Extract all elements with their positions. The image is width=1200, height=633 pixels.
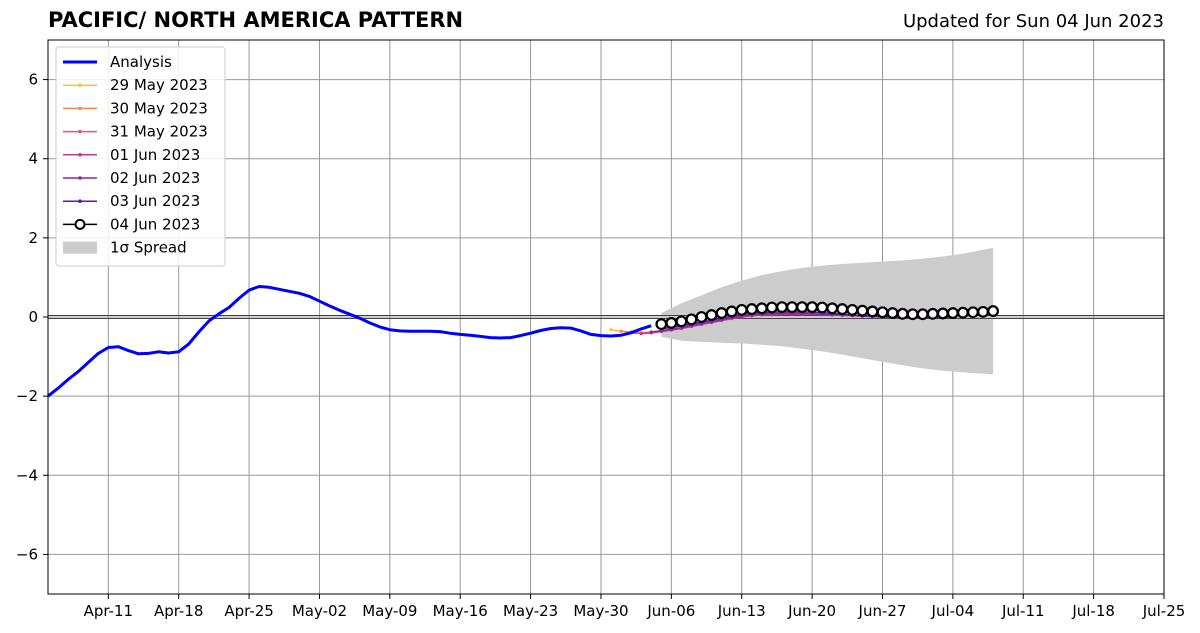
series-04-jun-2023-point xyxy=(796,301,808,314)
legend-29-may-2023-label: 29 May 2023 xyxy=(110,76,208,94)
chart-title: PACIFIC/ NORTH AMERICA PATTERN xyxy=(48,8,464,32)
x-tick-label: May-09 xyxy=(362,602,417,620)
x-tick-label: Apr-25 xyxy=(224,602,274,620)
series-04-jun-2023-point xyxy=(936,307,949,320)
legend-04-jun-2023-marker xyxy=(74,218,86,230)
series-04-jun-2023-point xyxy=(896,307,909,320)
series-04-jun-2023-point xyxy=(906,308,919,321)
chart-subtitle: Updated for Sun 04 Jun 2023 xyxy=(902,11,1164,32)
series-04-jun-2023-point xyxy=(755,302,768,315)
x-tick-label: May-30 xyxy=(573,602,628,620)
x-tick-label: May-16 xyxy=(433,602,488,620)
series-04-jun-2023-point xyxy=(685,313,698,326)
series-04-jun-2023-point xyxy=(866,305,879,318)
y-tick-label: 4 xyxy=(28,150,38,168)
series-04-jun-2023-point xyxy=(705,309,718,321)
x-tick-label: Apr-18 xyxy=(154,602,204,620)
x-tick-label: Jul-04 xyxy=(931,602,975,620)
series-29-may-2023-point xyxy=(609,328,613,332)
series-04-jun-2023-point xyxy=(946,307,959,319)
series-04-jun-2023-point xyxy=(826,302,839,315)
y-tick-label: −6 xyxy=(16,545,38,563)
series-04-jun-2023-point xyxy=(926,307,939,320)
series-04-jun-2023-point xyxy=(786,301,798,314)
legend-02-jun-2023-marker xyxy=(78,176,82,180)
tick-labels: Apr-11 Apr-18 Apr-25 May-02 May-09 May-16 May-… xyxy=(16,71,1185,620)
series-04-jun-2023-point xyxy=(987,305,999,317)
x-tick-label: Jul-11 xyxy=(1001,602,1045,620)
legend-02-jun-2023-label: 02 Jun 2023 xyxy=(110,169,200,187)
series-04-jun-2023-point xyxy=(765,301,778,314)
series-04-jun-2023-point xyxy=(977,305,989,318)
legend-1-spread-label: 1σ Spread xyxy=(110,239,187,257)
series-04-jun-2023-point xyxy=(967,306,979,319)
legend-03-jun-2023-label: 03 Jun 2023 xyxy=(110,192,200,210)
x-tick-label: Jun-13 xyxy=(717,602,766,620)
series-04-jun-2023-point xyxy=(957,306,969,319)
x-tick-label: Apr-11 xyxy=(84,602,134,620)
series-04-jun-2023-point xyxy=(836,303,849,315)
legend-03-jun-2023-marker xyxy=(78,199,82,203)
series-04-jun-2023-point xyxy=(806,301,819,314)
y-tick-label: −4 xyxy=(16,466,38,484)
y-tick-label: 0 xyxy=(28,308,38,326)
legend-01-jun-2023-marker xyxy=(78,153,82,157)
x-tick-label: Jun-06 xyxy=(646,602,695,620)
series-04-jun-2023-point xyxy=(816,301,829,314)
legend-04-jun-2023-label: 04 Jun 2023 xyxy=(110,215,200,233)
series-01-jun-2023-point xyxy=(639,332,643,336)
series-04-jun-2023-point xyxy=(675,315,688,328)
x-tick-label: Jul-25 xyxy=(1142,602,1186,620)
x-tick-label: Jun-27 xyxy=(858,602,907,620)
x-tick-label: Jun-20 xyxy=(787,602,836,620)
y-tick-label: 2 xyxy=(28,229,38,247)
legend-box xyxy=(55,46,226,267)
series-04-jun-2023-point xyxy=(776,301,788,314)
series-04-jun-2023-point xyxy=(916,308,929,321)
legend: Analysis 29 May 2023 30 May 2023 31 May 202… xyxy=(55,46,226,267)
y-tick-label: 6 xyxy=(28,71,38,89)
zero-line-layer xyxy=(48,315,1164,319)
legend-01-jun-2023-label: 01 Jun 2023 xyxy=(110,146,200,164)
legend-30-may-2023-label: 30 May 2023 xyxy=(110,99,208,117)
legend-29-may-2023-marker xyxy=(78,83,82,87)
series-02-jun-2023-point xyxy=(649,330,653,334)
series-04-jun-2023-point xyxy=(735,303,748,316)
series-04-jun-2023-point xyxy=(856,304,869,317)
series-04-jun-2023-point xyxy=(886,307,899,319)
series-04-jun-2023-point xyxy=(695,311,708,323)
legend-31-may-2023-label: 31 May 2023 xyxy=(110,123,208,141)
series-04-jun-2023-point xyxy=(655,318,668,331)
y-tick-label: −2 xyxy=(16,387,38,405)
series-04-jun-2023-point xyxy=(846,303,859,316)
legend-31-may-2023-marker xyxy=(78,129,82,134)
series-layer xyxy=(47,285,999,398)
x-tick-label: May-23 xyxy=(503,602,558,620)
series-04-jun-2023-point xyxy=(715,307,728,319)
series-30-may-2023-point xyxy=(619,329,623,333)
series-04-jun-2023-point xyxy=(665,317,678,329)
legend-1-spread-swatch xyxy=(63,241,97,254)
legend-analysis-label: Analysis xyxy=(110,53,172,71)
series-analysis-line xyxy=(47,285,652,398)
x-tick-label: Jul-18 xyxy=(1071,602,1115,620)
series-04-jun-2023-point xyxy=(745,303,758,315)
legend-30-may-2023-marker xyxy=(78,106,82,111)
series-04-jun-2023-point xyxy=(876,306,889,319)
x-tick-label: May-02 xyxy=(292,602,347,620)
series-04-jun-2023-point xyxy=(725,305,738,318)
